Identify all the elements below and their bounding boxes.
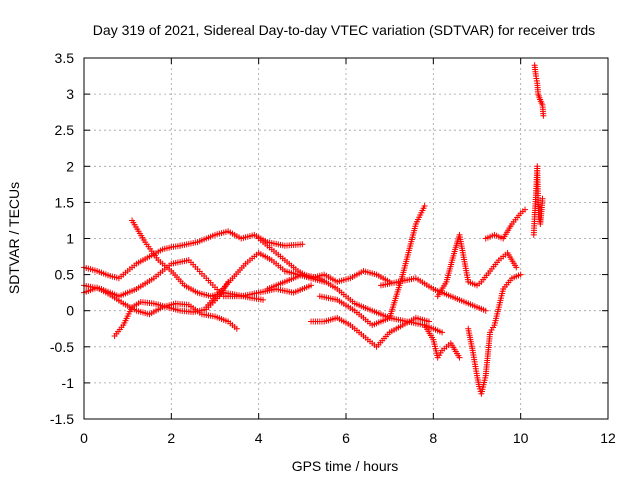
y-axis-label: SDTVAR / TECUs [6, 182, 22, 294]
data-point [299, 241, 306, 248]
data-point [522, 206, 529, 213]
x-tick-label: 10 [513, 430, 529, 446]
data-point [513, 264, 520, 271]
x-tick-label: 0 [80, 430, 88, 446]
data-point [308, 282, 315, 289]
data-points [81, 62, 547, 397]
data-point [517, 271, 524, 278]
series-track-13 [434, 231, 520, 300]
series-track-11 [316, 203, 428, 329]
y-tick-label: 3 [66, 86, 74, 102]
data-point [456, 354, 463, 361]
series-track-10 [264, 271, 446, 336]
data-point [421, 203, 428, 210]
y-tick-label: 2 [66, 158, 74, 174]
y-tick-label: 1 [66, 231, 74, 247]
grid [84, 58, 608, 419]
y-tick-label: 1.5 [55, 194, 75, 210]
chart-title: Day 319 of 2021, Sidereal Day-to-day VTE… [93, 22, 595, 38]
x-tick-label: 6 [342, 430, 350, 446]
series-track-9 [308, 314, 432, 350]
data-point [233, 325, 240, 332]
data-point [540, 112, 547, 119]
series-track-12 [377, 275, 489, 314]
x-tick-label: 12 [600, 430, 616, 446]
x-tick-label: 8 [429, 430, 437, 446]
y-tick-label: -1.5 [50, 411, 74, 427]
x-tick-label: 4 [255, 430, 263, 446]
series-track-15 [465, 271, 524, 397]
axis-ticks: 0 2 4 6 8 10 12 -1.5 -1 -0.5 0 0.5 1 1.5 2 2.5 3 3.5 [50, 50, 616, 446]
y-tick-label: -0.5 [50, 339, 74, 355]
y-tick-label: 3.5 [55, 50, 75, 66]
data-point [425, 318, 432, 325]
series-track-18 [531, 62, 547, 119]
y-tick-label: 2.5 [55, 122, 75, 138]
series-track-17 [530, 163, 546, 238]
series-track-14 [421, 322, 463, 361]
y-tick-label: 0.5 [55, 267, 75, 283]
data-point [482, 307, 489, 314]
data-point [539, 195, 546, 202]
data-point [260, 296, 267, 303]
series-track-16 [482, 206, 529, 242]
x-tick-label: 2 [167, 430, 175, 446]
y-tick-label: -1 [62, 375, 75, 391]
data-point [439, 329, 446, 336]
x-axis-label: GPS time / hours [292, 458, 399, 474]
y-tick-label: 0 [66, 303, 74, 319]
